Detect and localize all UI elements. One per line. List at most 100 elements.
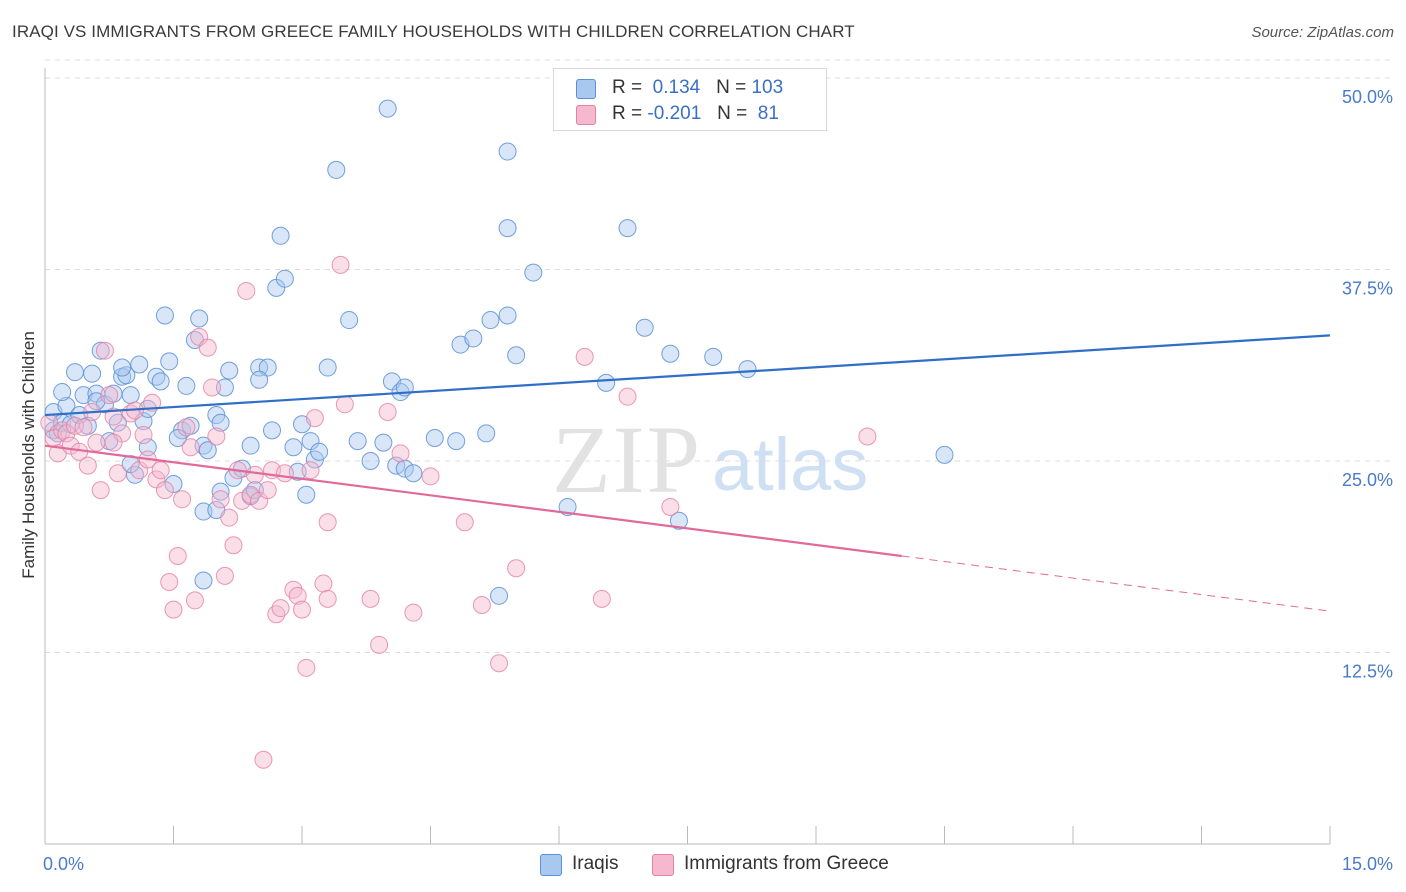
legend-swatch-pink [576, 105, 596, 125]
point-greece-61 [318, 513, 337, 532]
point-greece-67 [391, 444, 410, 463]
point-iraqis-39 [220, 361, 239, 380]
point-greece-70 [455, 513, 474, 532]
point-iraqis-89 [669, 511, 688, 530]
point-iraqis-96 [310, 442, 329, 461]
y-tick-label-3: 50.0% [1342, 87, 1393, 107]
bottom-legend-swatch-pink [652, 854, 674, 876]
point-iraqis-51 [271, 226, 290, 245]
series-immigrants-from-greece [40, 255, 877, 769]
point-iraqis-49 [263, 421, 282, 440]
trend-lines [44, 334, 1331, 612]
point-greece-73 [507, 559, 526, 578]
point-iraqis-40 [194, 571, 213, 590]
point-greece-26 [155, 481, 174, 500]
y-axis-title: Family Households with Children [19, 331, 38, 579]
point-iraqis-12 [91, 341, 110, 360]
point-greece-78 [858, 427, 877, 446]
point-greece-33 [185, 591, 204, 610]
point-iraqis-63 [361, 452, 380, 470]
point-iraqis-97 [113, 358, 132, 377]
point-iraqis-83 [524, 263, 543, 282]
point-iraqis-81 [498, 142, 517, 161]
point-iraqis-54 [288, 462, 307, 481]
bottom-legend-label-iraqis: Iraqis [572, 853, 619, 874]
point-greece-53 [275, 464, 294, 483]
point-iraqis-10 [83, 364, 102, 383]
point-iraqis-61 [340, 311, 359, 330]
point-greece-16 [108, 464, 127, 483]
point-iraqis-71 [404, 464, 423, 483]
point-greece-31 [177, 418, 196, 437]
point-greece-79 [318, 589, 337, 608]
point-iraqis-6 [65, 363, 84, 382]
point-greece-32 [181, 438, 200, 457]
trend-line-greece-extension [901, 555, 1331, 612]
point-greece-58 [301, 461, 320, 480]
point-greece-8 [74, 418, 93, 437]
point-greece-64 [361, 589, 380, 608]
point-iraqis-38 [215, 378, 234, 397]
bottom-legend-label-greece: Immigrants from Greece [684, 853, 889, 874]
y-tick-label-2: 37.5% [1342, 279, 1393, 299]
point-greece-66 [378, 402, 397, 421]
point-greece-72 [490, 654, 509, 673]
legend-swatch-blue [576, 79, 596, 99]
point-iraqis-78 [490, 586, 509, 605]
series-iraqis [44, 99, 954, 605]
chart-source: Source: ZipAtlas.com [1251, 24, 1394, 41]
point-greece-13 [95, 341, 114, 360]
x-tick-label-0: 0.0% [43, 854, 84, 874]
point-greece-74 [575, 347, 594, 366]
point-greece-75 [618, 387, 637, 406]
point-greece-63 [335, 395, 354, 414]
bottom-legend-swatch-blue [540, 854, 562, 876]
trend-line-greece [44, 444, 902, 558]
point-iraqis-91 [738, 360, 757, 379]
point-greece-68 [404, 603, 423, 622]
point-iraqis-88 [661, 344, 680, 363]
x-tick-labels: 0.0% 15.0% [43, 854, 1393, 874]
point-iraqis-48 [258, 358, 277, 377]
point-greece-36 [203, 378, 222, 397]
point-iraqis-90 [704, 347, 723, 366]
point-greece-44 [237, 281, 256, 300]
point-greece-76 [592, 589, 611, 608]
point-greece-25 [151, 461, 170, 480]
point-iraqis-65 [378, 99, 397, 118]
point-greece-69 [421, 467, 440, 486]
point-iraqis-76 [477, 424, 496, 443]
point-greece-52 [271, 599, 290, 618]
point-iraqis-41 [194, 502, 213, 521]
point-iraqis-82 [498, 219, 517, 238]
point-iraqis-19 [121, 386, 140, 405]
point-greece-60 [314, 574, 333, 593]
y-tick-labels: 12.5% 25.0% 37.5% 50.0% [1342, 87, 1393, 682]
point-iraqis-101 [53, 383, 72, 402]
point-greece-55 [288, 586, 307, 605]
grid-lines [45, 59, 1394, 653]
point-greece-29 [168, 546, 187, 565]
point-iraqis-35 [198, 441, 217, 460]
point-iraqis-33 [190, 309, 209, 328]
point-iraqis-86 [618, 219, 637, 238]
x-tick-label-1: 15.0% [1342, 854, 1393, 874]
point-iraqis-85 [597, 373, 616, 392]
point-greece-15 [104, 407, 123, 426]
point-iraqis-52 [275, 269, 294, 288]
point-iraqis-27 [160, 352, 179, 371]
point-greece-23 [143, 393, 162, 412]
point-greece-80 [104, 433, 123, 452]
legend-text-greece: R = -0.201 N = 81 [612, 103, 779, 124]
point-greece-12 [91, 481, 110, 500]
point-greece-11 [87, 433, 106, 452]
point-iraqis-37 [211, 413, 230, 432]
point-iraqis-102 [250, 370, 269, 389]
point-greece-77 [661, 497, 680, 516]
point-iraqis-73 [447, 432, 466, 451]
point-iraqis-95 [241, 436, 260, 455]
point-greece-37 [207, 427, 226, 446]
point-iraqis-84 [558, 497, 577, 516]
point-iraqis-64 [374, 433, 393, 452]
point-greece-62 [331, 255, 350, 274]
